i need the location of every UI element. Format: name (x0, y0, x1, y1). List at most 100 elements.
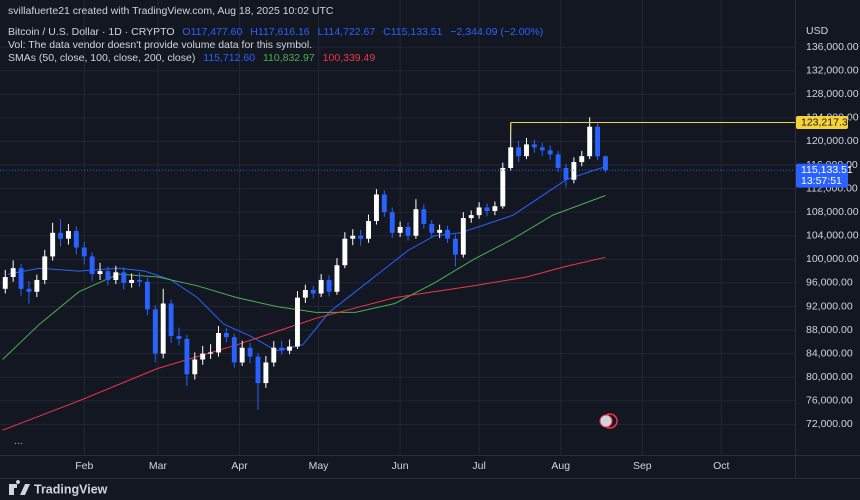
brand-logo (9, 480, 30, 495)
candle-body (247, 347, 253, 357)
candle-body (216, 332, 221, 353)
plot (0, 117, 795, 431)
candle-body (58, 232, 63, 239)
x-tick-label: Aug (551, 460, 570, 472)
y-tick-label: 80,000.00 (806, 371, 853, 383)
y-tick-label: 84,000.00 (806, 347, 853, 359)
y-tick-label: 136,000.00 (806, 41, 859, 53)
x-tick-label: Apr (231, 460, 248, 472)
candle-body (350, 235, 356, 239)
candle-body (239, 347, 245, 363)
price-label: 123,217.39 (801, 116, 854, 128)
sma-200-value: 100,339.49 (322, 52, 376, 64)
candle-body (397, 226, 403, 233)
candle-body (137, 279, 142, 282)
candle-body (208, 352, 214, 354)
candle-body (65, 231, 71, 239)
candle-body (516, 147, 522, 157)
candle-body (587, 126, 593, 157)
candle-body (176, 335, 182, 339)
candle-body (342, 238, 348, 266)
currency: USD (806, 25, 829, 37)
candle-body (81, 247, 87, 257)
candle-body (389, 212, 395, 233)
candle-body (160, 303, 166, 354)
grid (0, 0, 795, 455)
candle-body (192, 359, 198, 375)
candle-body (571, 162, 577, 180)
candle-body (2, 277, 8, 289)
candle-body (373, 194, 379, 222)
candle-body (405, 226, 411, 236)
candle-body (279, 347, 285, 351)
sma-100-value: 110,832.97 (262, 52, 315, 64)
y-tick-label: 120,000.00 (806, 135, 859, 147)
y-tick-label: 104,000.00 (806, 230, 859, 242)
candle-body (97, 271, 103, 275)
candle-body (334, 265, 340, 292)
volume-note: Vol: The data vendor doesn't provide vol… (8, 39, 313, 51)
brand-name: TradingView (34, 482, 108, 496)
price-label: 115,133.51 (801, 164, 853, 176)
candle-body (500, 167, 506, 207)
ohlc-close: C115,133.51 (383, 26, 443, 38)
candle-body (524, 144, 529, 157)
y-tick-label: 72,000.00 (806, 418, 853, 430)
candle-body (26, 288, 32, 292)
candle-body (563, 167, 569, 180)
candle-body (595, 126, 601, 157)
sma-line (2, 256, 606, 431)
candle-body (263, 362, 269, 384)
candle-body (326, 279, 332, 292)
candle-body (429, 223, 435, 233)
candle-body (555, 154, 561, 168)
x-tick-label: May (309, 460, 330, 472)
x-tick-label: Sep (633, 460, 652, 472)
sma-title: SMAs (50, close, 100, close, 200, close) (8, 52, 196, 64)
flag-icon (599, 414, 613, 428)
sma-50-value: 115,712.60 (203, 52, 256, 64)
sma-line (2, 195, 606, 360)
candle-body (492, 206, 498, 211)
x-tick-label: Oct (713, 460, 729, 472)
candle-body (144, 281, 150, 310)
candle-body (73, 231, 79, 248)
candle-body (547, 150, 553, 155)
symbol-line: Bitcoin / U.S. Dollar · 1D · CRYPTO O117… (8, 26, 548, 38)
candle-body (34, 279, 40, 292)
x-tick-label: Jun (392, 460, 409, 472)
candle-body (318, 279, 324, 294)
candle-body (452, 238, 458, 255)
candle-body (113, 272, 119, 280)
price-label-box (796, 115, 848, 129)
symbol: Bitcoin / U.S. Dollar · 1D · CRYPTO (8, 26, 175, 38)
candle-body (460, 218, 466, 255)
candle-body (310, 289, 316, 294)
candle-body (200, 353, 206, 360)
candle-body (295, 297, 300, 347)
sma-line: SMAs (50, close, 100, close, 200, close)… (8, 52, 380, 64)
ohlc-high: H117,616.16 (250, 26, 310, 38)
candle-body (121, 272, 127, 283)
candle-body (484, 207, 490, 211)
ellipsis: ... (14, 435, 23, 447)
x-tick-label: Mar (149, 460, 168, 472)
y-tick-label: 76,000.00 (806, 395, 853, 407)
candle-body (42, 256, 48, 280)
candle-body (271, 347, 277, 363)
y-tick-label: 92,000.00 (806, 300, 853, 312)
candle-body (129, 279, 135, 283)
price-label-box (796, 163, 848, 188)
x-tick-label: Jul (472, 460, 485, 472)
candle-body (358, 235, 364, 239)
y-tick-label: 96,000.00 (806, 277, 853, 289)
ohlc-low: L114,722.67 (317, 26, 376, 38)
y-tick-label: 108,000.00 (806, 206, 859, 218)
candle-body (168, 303, 174, 336)
candle-body (255, 356, 261, 384)
candle-body (531, 144, 537, 148)
candle-body (468, 215, 474, 219)
candle-body (105, 271, 111, 280)
candle-body (18, 268, 24, 289)
